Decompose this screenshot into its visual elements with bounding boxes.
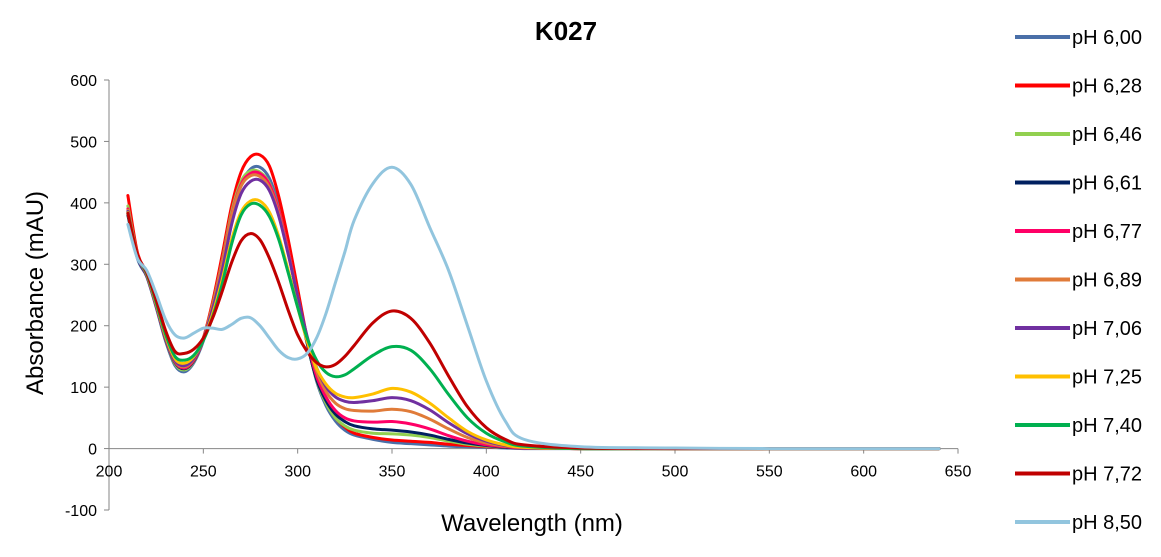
- y-tick-label: 600: [70, 73, 97, 90]
- series-line-1: [126, 152, 941, 451]
- series-line-3: [126, 171, 941, 451]
- y-axis-title: Absorbance (mAU): [22, 191, 49, 395]
- x-tick-label: 200: [96, 464, 123, 481]
- series-line-6: [126, 177, 941, 451]
- x-tick-label: 500: [662, 464, 689, 481]
- series-line-7: [126, 198, 941, 451]
- legend-label-8: pH 7,40: [1072, 415, 1142, 437]
- y-tick-label: -100: [65, 503, 97, 520]
- x-tick-label: 300: [284, 464, 311, 481]
- legend-label-1: pH 6,28: [1072, 76, 1142, 98]
- legend-label-3: pH 6,61: [1072, 173, 1142, 195]
- legend-label-7: pH 7,25: [1072, 367, 1142, 389]
- x-tick-label: 450: [567, 464, 594, 481]
- x-tick-label: 350: [379, 464, 406, 481]
- x-tick-label: 600: [850, 464, 877, 481]
- y-tick-label: 200: [70, 319, 97, 336]
- plot-area: -100 0 100 200 300 400 500 600 200 250 300 350 400 45…: [65, 73, 971, 520]
- legend-label-2: pH 6,46: [1072, 124, 1142, 146]
- y-tick-label: 0: [88, 442, 97, 459]
- x-tick-label: 400: [473, 464, 500, 481]
- series-line-5: [126, 173, 941, 451]
- x-tick-label: 650: [945, 464, 972, 481]
- y-tick-label: 400: [70, 196, 97, 213]
- legend-label-10: pH 8,50: [1072, 512, 1142, 534]
- chart-title: K027: [535, 16, 597, 46]
- legend-label-9: pH 7,72: [1072, 464, 1142, 486]
- series-line-0: [126, 164, 941, 451]
- series-line-8: [126, 201, 941, 451]
- series-line-4: [126, 170, 941, 451]
- legend-label-6: pH 7,06: [1072, 318, 1142, 340]
- legend: pH 6,00 pH 6,28 pH 6,46 pH 6,61 pH 6,77 pH 6,…: [1015, 27, 1142, 534]
- y-tick-label: 100: [70, 380, 97, 397]
- x-tick-label: 550: [756, 464, 783, 481]
- legend-label-4: pH 6,77: [1072, 221, 1142, 243]
- series-line-2: [126, 168, 941, 451]
- series-line-9: [126, 211, 941, 451]
- legend-label-5: pH 6,89: [1072, 270, 1142, 292]
- x-tick-label: 250: [190, 464, 217, 481]
- x-axis-title: Wavelength (nm): [441, 510, 623, 537]
- series-line-10: [126, 165, 941, 451]
- legend-label-0: pH 6,00: [1072, 27, 1142, 49]
- y-tick-label: 300: [70, 257, 97, 274]
- y-tick-label: 500: [70, 134, 97, 151]
